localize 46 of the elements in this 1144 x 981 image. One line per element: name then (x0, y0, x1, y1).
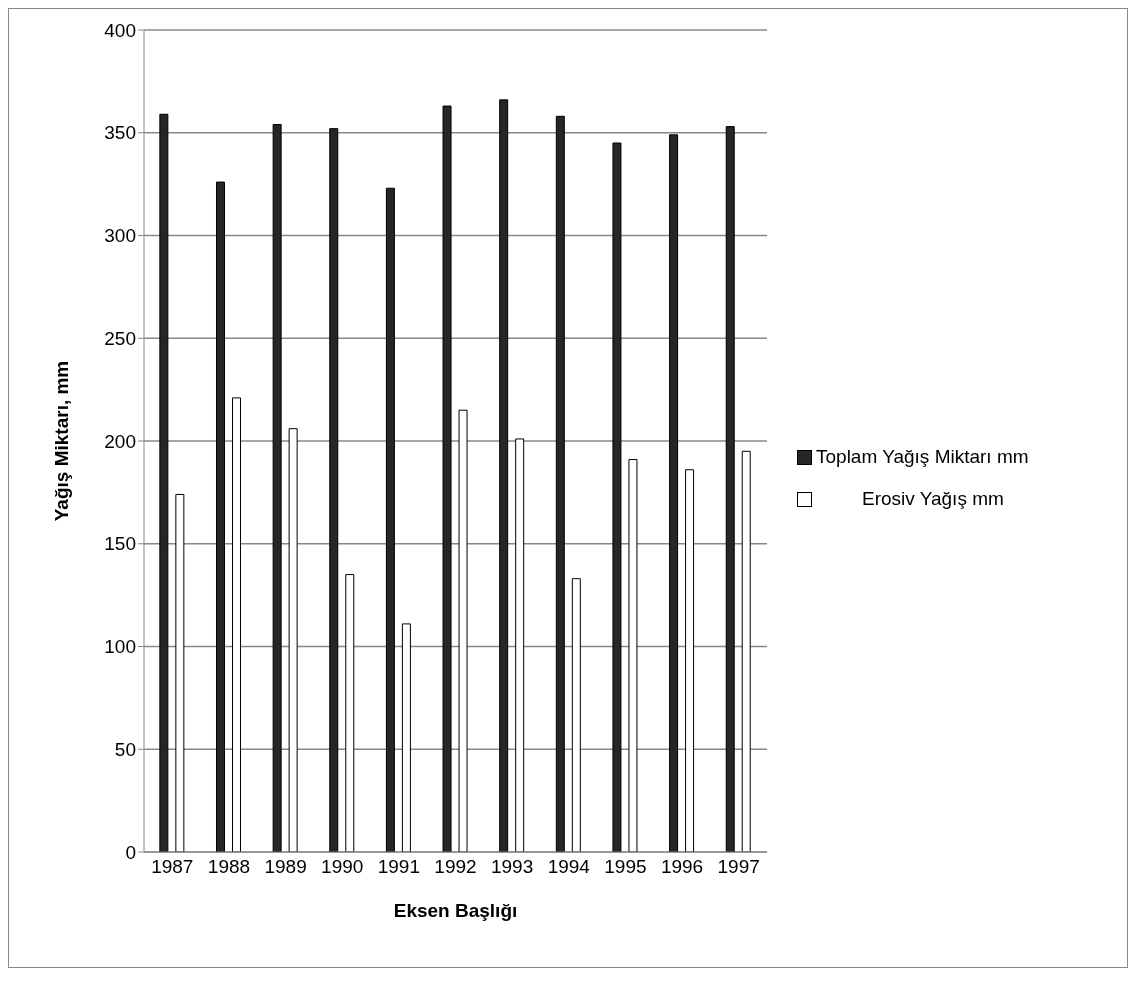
x-tick-label: 1997 (717, 856, 760, 878)
x-tick-label: 1987 (151, 856, 194, 878)
bar (231, 397, 241, 852)
legend-label: Toplam Yağış Miktarı mm (816, 446, 1029, 468)
bar (272, 124, 282, 852)
bar (215, 181, 225, 852)
bar (628, 459, 638, 852)
bar (345, 574, 355, 852)
y-tick-label: 250 (104, 327, 136, 349)
bar (175, 493, 185, 852)
bar (669, 134, 679, 852)
x-tick-label: 1991 (377, 856, 420, 878)
bar (571, 578, 581, 852)
bar (458, 409, 468, 852)
bar (725, 126, 735, 852)
bar (555, 115, 565, 852)
x-tick-label: 1996 (660, 856, 704, 878)
bar (685, 469, 695, 852)
x-tick-label: 1994 (547, 856, 591, 878)
x-tick-label: 1990 (321, 856, 364, 878)
bar (612, 142, 622, 852)
y-tick-label: 400 (104, 19, 136, 41)
bar (385, 187, 395, 852)
y-tick-label: 50 (114, 738, 136, 760)
bar (329, 128, 339, 852)
y-tick-label: 100 (104, 636, 136, 658)
bar (499, 99, 509, 852)
text: Erosiv Yağış mm (862, 488, 1004, 510)
bar (288, 428, 298, 852)
x-tick-label: 1988 (207, 856, 251, 878)
bar (442, 105, 452, 852)
bar (515, 438, 525, 852)
x-tick-label: 1992 (434, 856, 477, 878)
y-tick-label: 300 (104, 225, 136, 247)
y-tick-label: 200 (104, 430, 136, 452)
bar (741, 450, 751, 852)
bar (401, 623, 411, 852)
x-axis-title: Eksen Başlığı (393, 900, 518, 921)
x-tick-label: 1993 (491, 856, 534, 878)
y-tick-label: 350 (104, 122, 136, 144)
bar (159, 113, 169, 852)
x-tick-label: 1989 (264, 856, 307, 878)
y-axis-title: Yağış Miktarı, mm (50, 360, 72, 522)
y-tick-label: 150 (104, 533, 136, 555)
x-tick-label: 1995 (604, 856, 647, 878)
y-tick-label: 0 (125, 841, 136, 863)
